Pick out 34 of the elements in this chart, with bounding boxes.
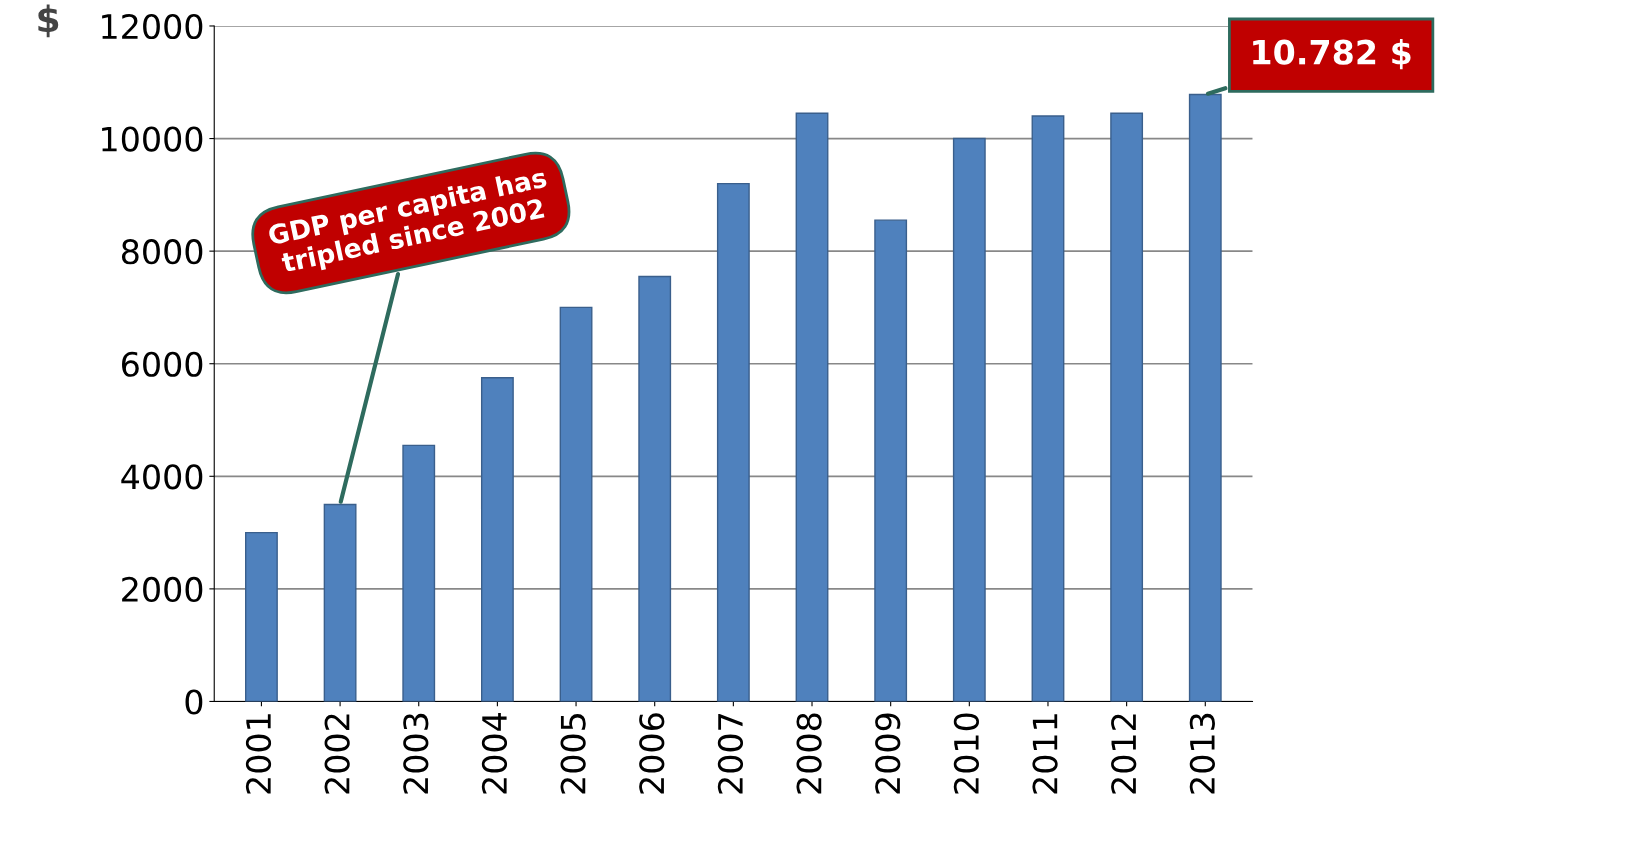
x-tick-label: 2012 (1111, 714, 1137, 794)
y-tick-label: 2000 (122, 576, 203, 603)
x-tick-label: 2011 (1032, 714, 1058, 794)
bar (638, 275, 672, 702)
bar (559, 306, 593, 702)
bar (480, 377, 514, 702)
x-tick-label: 2010 (953, 713, 979, 794)
bar (245, 531, 278, 702)
x-tick-label: 2002 (324, 714, 350, 794)
y-tick-label: 12000 (102, 13, 203, 40)
x-tick-label: 2003 (403, 713, 429, 794)
bar (795, 112, 829, 702)
x-tick-label: 2001 (245, 714, 272, 794)
y-axis-title: $ (38, 4, 59, 38)
x-tick-label: 2007 (717, 714, 744, 794)
x-tick-label: 2013 (1189, 713, 1215, 794)
bar (402, 444, 436, 702)
y-tick-label: 0 (185, 689, 203, 715)
y-tick-label: 6000 (122, 351, 203, 377)
bar (1110, 112, 1144, 702)
x-tick-label: 2008 (796, 713, 822, 794)
y-tick-label: 8000 (121, 239, 203, 265)
x-tick-label: 2004 (481, 713, 508, 794)
bar (952, 137, 986, 702)
annotation: 10.782 $ (1253, 39, 1411, 70)
y-tick-label: 10000 (102, 126, 203, 152)
bar (716, 182, 750, 702)
y-tick-label: 4000 (121, 464, 203, 490)
x-tick-label: 2005 (560, 714, 586, 794)
x-tick-label: 2006 (639, 713, 665, 794)
bar (874, 219, 908, 702)
annotation: GDP per capita has tripled since 2002 (267, 166, 549, 278)
bar (1031, 115, 1065, 702)
x-tick-label: 2009 (875, 713, 901, 794)
